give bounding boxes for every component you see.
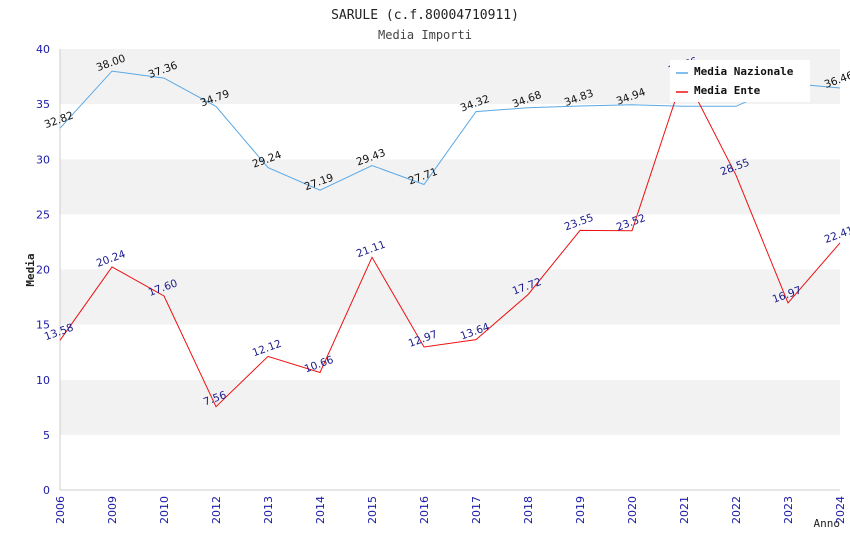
x-tick-label: 2016	[418, 496, 431, 524]
x-tick-label: 2015	[366, 496, 379, 524]
legend: Media Nazionale Media Ente	[670, 60, 810, 102]
grid-band	[60, 214, 840, 270]
legend-label-ente: Media Ente	[694, 84, 761, 97]
chart-subtitle: Media Importi	[378, 28, 472, 42]
x-tick-label: 2023	[782, 496, 795, 524]
series-line-media-ente	[59, 72, 841, 408]
y-tick-label: 30	[36, 153, 50, 166]
grid-band	[60, 159, 840, 215]
x-tick-label: 2014	[314, 496, 327, 524]
x-tick-label: 2018	[522, 496, 535, 524]
x-tick-label: 2020	[626, 496, 639, 524]
x-tick-label: 2013	[262, 496, 275, 524]
grid-band	[60, 379, 840, 435]
x-tick-label: 2022	[730, 496, 743, 524]
grid-band	[60, 434, 840, 490]
x-tick-label: 2010	[158, 496, 171, 524]
x-tick-label: 2009	[106, 496, 119, 524]
y-tick-label: 20	[36, 264, 50, 277]
legend-box	[670, 60, 810, 102]
y-tick-label: 0	[43, 484, 50, 497]
grid-band	[60, 324, 840, 380]
grid-band	[60, 269, 840, 325]
y-tick-label: 40	[36, 43, 50, 56]
x-tick-labels: 2006 2009 2010 2012 2013 2014 2015 2016 2017 2018…	[54, 496, 847, 524]
y-tick-labels: 0 5 10 15 20 25 30 35 40	[36, 43, 50, 497]
y-tick-label: 35	[36, 98, 50, 111]
y-axis-label: Media	[24, 253, 37, 286]
chart-title: SARULE (c.f.80004710911)	[331, 8, 519, 23]
x-tick-label: 2021	[678, 496, 691, 524]
y-tick-label: 5	[43, 429, 50, 442]
series-line-media-nazionale	[59, 70, 841, 191]
y-tick-label: 10	[36, 374, 50, 387]
x-axis-label: Anno	[814, 517, 841, 530]
x-tick-label: 2012	[210, 496, 223, 524]
x-tick-label: 2006	[54, 496, 67, 524]
y-tick-label: 25	[36, 208, 50, 221]
legend-label-nazionale: Media Nazionale	[694, 65, 794, 78]
series-lines	[59, 70, 841, 408]
grid-bands	[60, 49, 840, 490]
grid-band	[60, 104, 840, 160]
y-tick-label: 15	[36, 319, 50, 332]
x-tick-label: 2017	[470, 496, 483, 524]
x-tick-label: 2024	[834, 496, 847, 524]
x-tick-label: 2019	[574, 496, 587, 524]
